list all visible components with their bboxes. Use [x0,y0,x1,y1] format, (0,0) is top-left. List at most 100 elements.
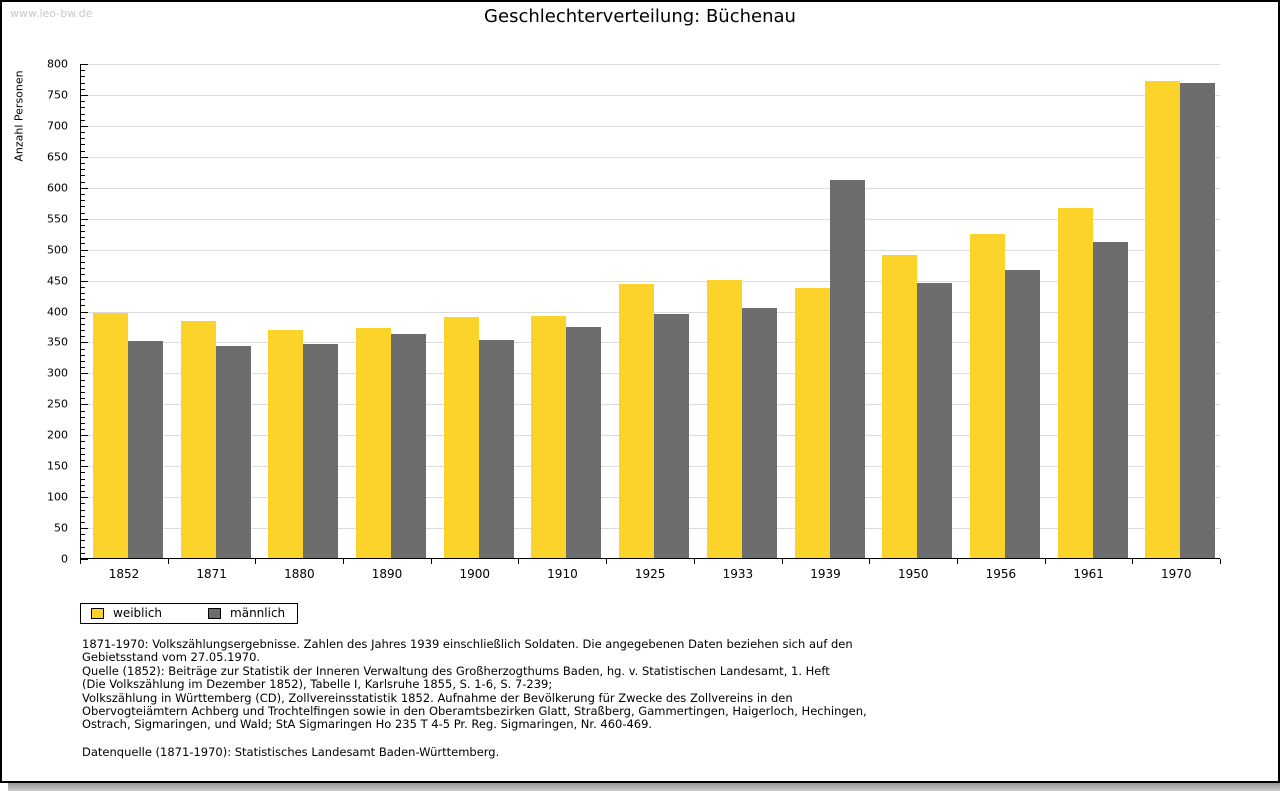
bar-weiblich [706,279,742,558]
y-axis-tick [81,540,85,542]
x-tick-label-1961: 1961 [1073,567,1104,581]
bar-maennlich [478,340,514,558]
footnote-line: Quelle (1852): Beiträge zur Statistik de… [82,663,830,678]
y-axis-tick [81,361,85,362]
y-axis-tick [81,336,85,338]
y-axis-tick [81,410,85,412]
y-axis-tick [81,398,85,400]
y-tick-label: 650 [47,150,68,164]
y-axis-tick [81,509,85,511]
bar-maennlich [566,327,602,558]
y-axis-tick [81,299,85,301]
bar-maennlich [741,308,777,558]
y-axis-tick [81,156,88,158]
y-axis-tick [81,243,85,245]
y-axis-tick [81,94,88,96]
y-axis-tick [81,286,85,288]
x-tick-label-1852: 1852 [108,567,140,581]
y-tick-label: 450 [47,274,68,288]
y-tick-label: 500 [47,243,68,257]
y-axis-tick [81,138,85,140]
x-axis-tick [343,559,345,564]
y-axis-tick [81,200,85,202]
x-tick-label-1880: 1880 [284,567,315,581]
legend-label: männlich [230,606,286,620]
y-axis-tick [81,224,85,226]
bar-weiblich [969,233,1005,558]
bar-maennlich [654,314,690,558]
y-axis-tick [81,534,85,536]
y-axis-tick [81,76,85,78]
gridline [81,187,1220,189]
y-axis-tick-labels: 0 50 100 150 200 250 300 350 400 450 500 550 600 650 7… [2,58,74,566]
y-axis-tick [81,119,85,121]
y-axis-tick [81,169,85,171]
y-axis-tick [81,237,85,239]
y-axis-tick [81,354,85,356]
y-axis-tick [81,132,85,134]
y-tick-label: 400 [47,305,68,318]
y-tick-label: 0 [61,552,68,566]
bar-maennlich [215,346,251,558]
gridline [81,218,1220,220]
bar-weiblich [882,255,918,558]
x-tick-label-1956: 1956 [985,567,1017,581]
y-axis-tick [81,503,85,505]
footnote-line: 1871-1970: Volkszählungsergebnisse. Zahl… [82,637,853,651]
y-axis-tick [81,193,85,195]
y-axis-tick [81,231,85,233]
y-tick-label: 800 [47,57,68,71]
footnote-line: Obervogteiämtern Achberg und Trochtelfin… [82,704,867,719]
y-axis-tick [81,268,85,270]
bar-maennlich [303,343,339,558]
y-axis-tick [81,472,85,474]
gridline [81,64,1220,65]
drop-shadow [8,783,1280,791]
bar-weiblich [1145,80,1181,558]
y-axis-tick [81,552,85,554]
y-axis-tick [81,447,85,449]
y-axis-tick [81,429,85,431]
y-tick-label: 50 [54,521,68,535]
y-axis-tick [81,367,85,369]
bar-maennlich [1092,242,1128,558]
y-axis-tick [81,546,85,548]
legend: weiblich männlich [80,603,299,624]
x-tick-label-1900: 1900 [459,567,491,581]
y-axis-tick [81,528,88,530]
y-axis-tick [81,348,85,350]
gridline [81,125,1220,127]
y-tick-label: 100 [47,490,68,504]
y-axis-tick [81,490,85,492]
x-axis-tick [869,559,871,564]
x-axis-tick [693,559,695,564]
y-axis-tick [81,317,85,319]
y-axis-tick [81,175,85,177]
y-axis-tick [81,305,85,307]
x-tick-label-1933: 1933 [722,567,754,581]
x-tick-label-1950: 1950 [897,567,929,581]
x-axis-tick [167,559,169,564]
legend-swatch [208,607,222,619]
y-tick-label: 700 [47,119,68,133]
y-axis-tick [81,274,85,276]
x-axis-tick [781,559,783,564]
bar-maennlich [829,179,865,558]
footnote-line: Volkszählung in Württemberg (CD), Zollve… [82,690,793,705]
y-axis-tick [81,144,85,146]
y-axis-tick [81,255,85,257]
y-axis-tick [81,187,88,189]
y-axis-tick [81,559,88,560]
y-axis-tick [81,311,88,313]
y-axis-tick [81,422,85,424]
y-tick-label: 200 [47,428,68,442]
y-axis-tick [81,88,85,90]
bar-weiblich [180,321,216,558]
bar-weiblich [619,283,655,558]
x-axis-tick [606,559,608,564]
y-axis-tick [81,521,85,523]
x-axis-tick [255,559,257,564]
y-axis-tick [81,150,85,152]
y-axis-tick [81,292,85,294]
